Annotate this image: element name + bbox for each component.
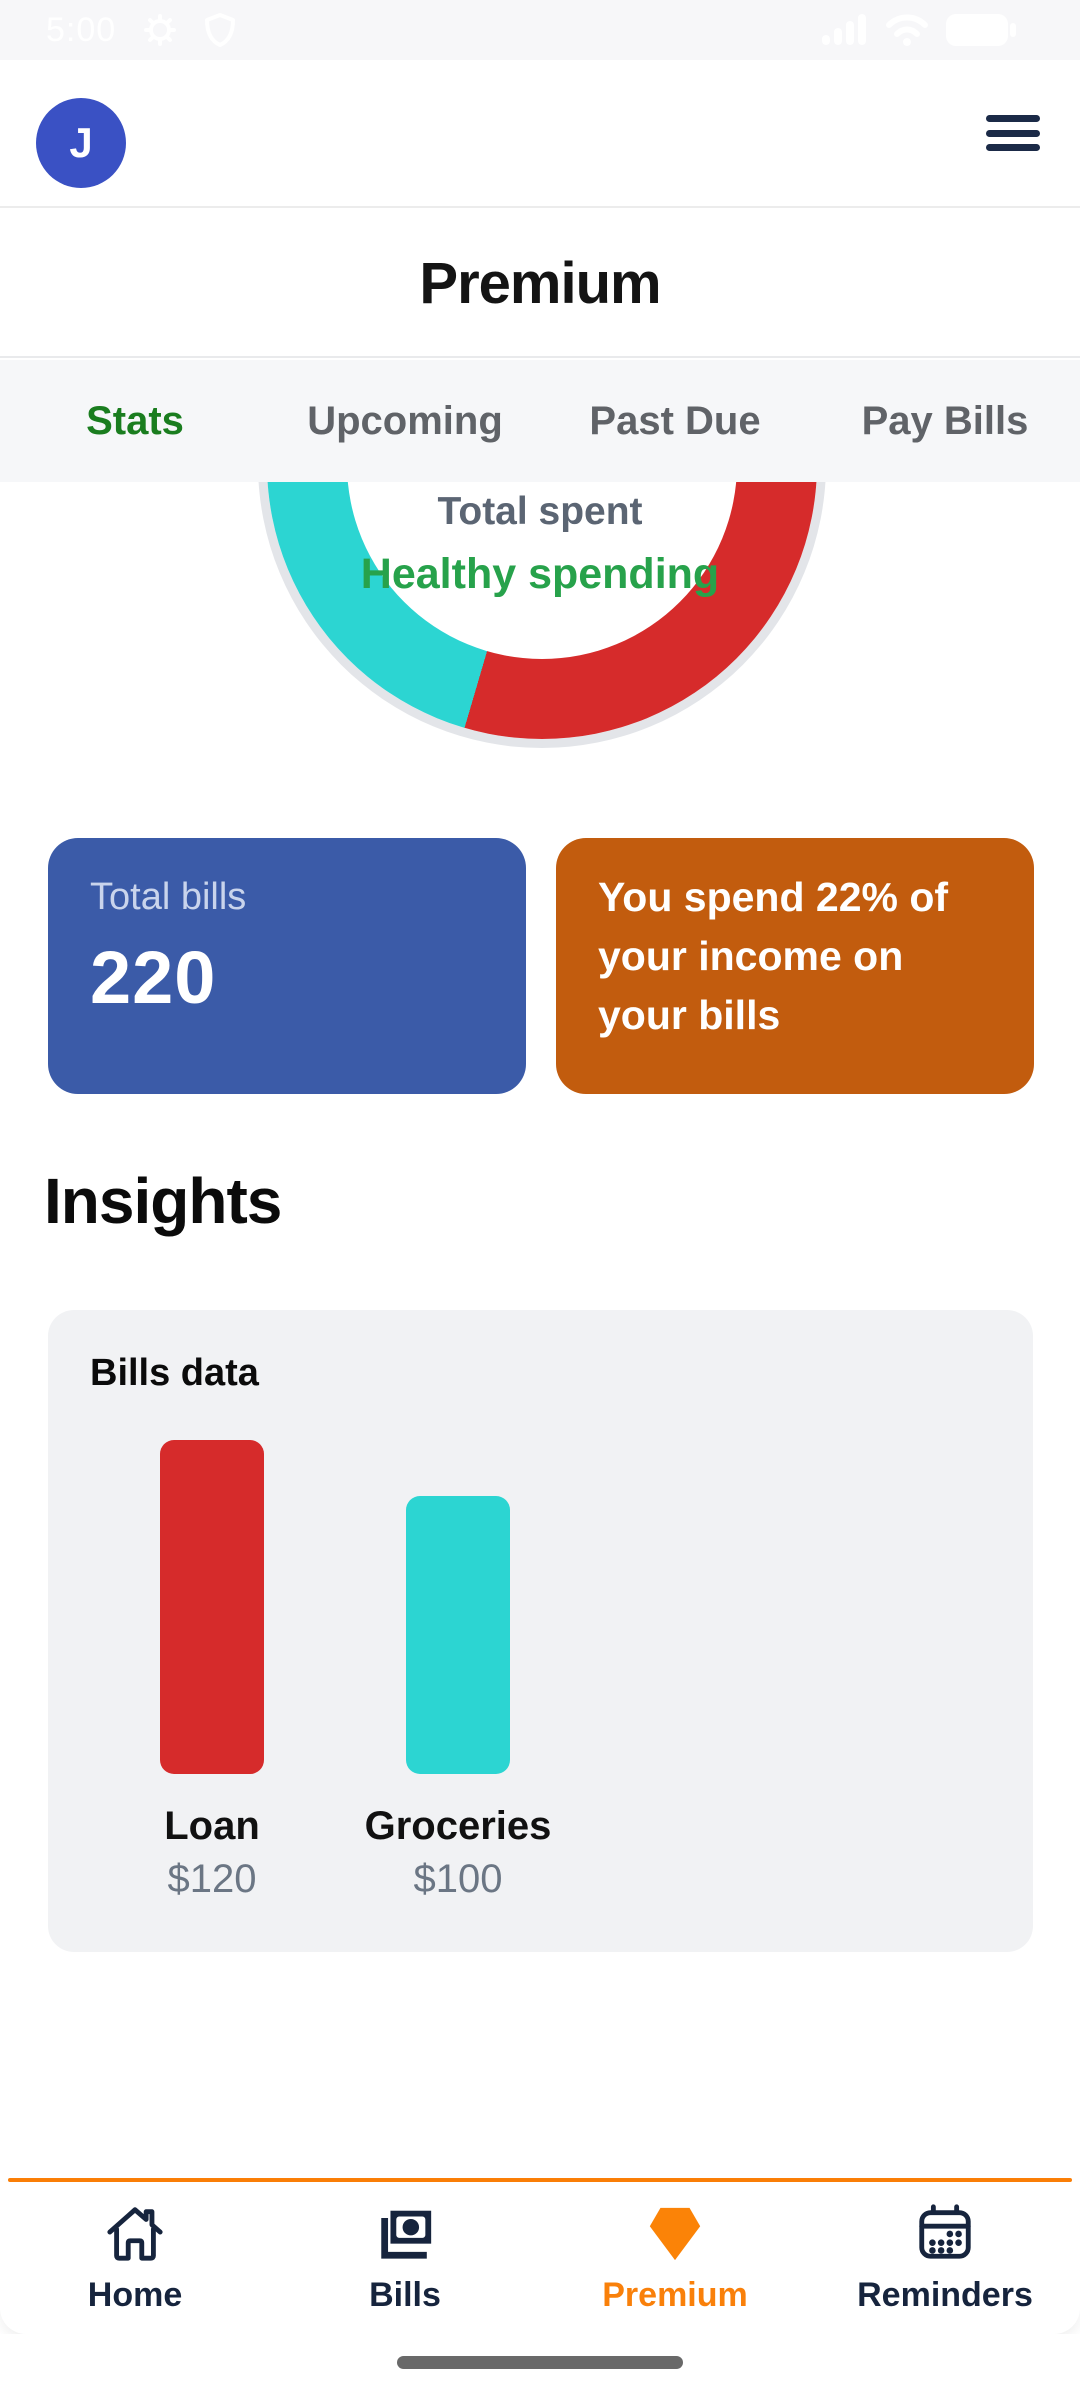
nav-top-accent <box>8 2178 1072 2182</box>
donut-title: Total spent <box>437 490 643 533</box>
app-header: J <box>0 60 1080 208</box>
tab-past-due[interactable]: Past Due <box>589 398 761 443</box>
calendar-icon <box>919 2203 971 2259</box>
total-bills-value: 220 <box>90 936 217 1019</box>
title-bar: Premium <box>0 210 1080 358</box>
bar-value: $120 <box>167 1857 257 1901</box>
nav-item-reminders[interactable]: Reminders <box>810 2182 1080 2334</box>
signal-icon <box>822 14 866 45</box>
bar-value: $100 <box>413 1857 503 1901</box>
tab-upcoming[interactable]: Upcoming <box>307 398 503 443</box>
income-note-card: You spend 22% of your income on your bil… <box>556 838 1034 1094</box>
avatar-initial: J <box>69 119 93 166</box>
bar-group-groceries: Groceries $100 <box>348 1496 568 1902</box>
nav-label-home: Home <box>87 2275 183 2314</box>
hamburger-menu-icon[interactable] <box>986 115 1040 151</box>
bills-bar-chart: Loan $120 Groceries $100 <box>102 1440 568 1902</box>
insights-heading: Insights <box>44 1165 282 1237</box>
tab-stats[interactable]: Stats <box>86 398 184 443</box>
income-note-text: You spend 22% of your income on your bil… <box>598 874 949 1038</box>
summary-cards: Total bills 220 You spend 22% of your in… <box>48 838 1034 1094</box>
total-bills-card: Total bills 220 <box>48 838 526 1094</box>
donut-status-text: Healthy spending <box>360 550 720 598</box>
status-bar: 5:00 <box>0 0 1080 60</box>
bar <box>406 1496 510 1774</box>
nav-item-bills[interactable]: Bills <box>270 2182 540 2334</box>
wifi-icon <box>886 14 928 46</box>
bar-group-loan: Loan $120 <box>102 1440 322 1902</box>
bottom-nav: Home Bills Premium <box>0 2182 1080 2334</box>
bar <box>160 1440 264 1774</box>
total-bills-label: Total bills <box>90 876 247 918</box>
settings-gear-icon <box>142 12 178 48</box>
nav-item-home[interactable]: Home <box>0 2182 270 2334</box>
gesture-handle[interactable] <box>397 2356 683 2369</box>
battery-icon <box>946 14 1016 46</box>
gesture-area <box>0 2334 1080 2400</box>
avatar[interactable]: J <box>36 98 126 188</box>
page-title: Premium <box>419 250 661 316</box>
gem-icon <box>649 2207 701 2260</box>
nav-item-premium[interactable]: Premium <box>540 2182 810 2334</box>
tab-bar: Stats Upcoming Past Due Pay Bills <box>0 360 1080 482</box>
nav-label-premium: Premium <box>602 2275 748 2314</box>
bills-icon <box>381 2210 432 2259</box>
bar-label: Loan <box>164 1804 260 1848</box>
bar-label: Groceries <box>364 1804 552 1848</box>
bills-data-title: Bills data <box>90 1352 259 1394</box>
privacy-shield-icon <box>204 12 236 48</box>
nav-label-reminders: Reminders <box>857 2275 1033 2314</box>
tab-pay-bills[interactable]: Pay Bills <box>861 398 1029 443</box>
status-right-icons <box>820 0 1016 60</box>
home-icon <box>107 2206 163 2261</box>
nav-label-bills: Bills <box>369 2275 441 2314</box>
status-time: 5:00 <box>46 10 117 49</box>
bills-data-card: Bills data Loan $120 Groceries $100 <box>48 1310 1033 1952</box>
spending-donut-section: Total spent Healthy spending <box>0 482 1080 774</box>
